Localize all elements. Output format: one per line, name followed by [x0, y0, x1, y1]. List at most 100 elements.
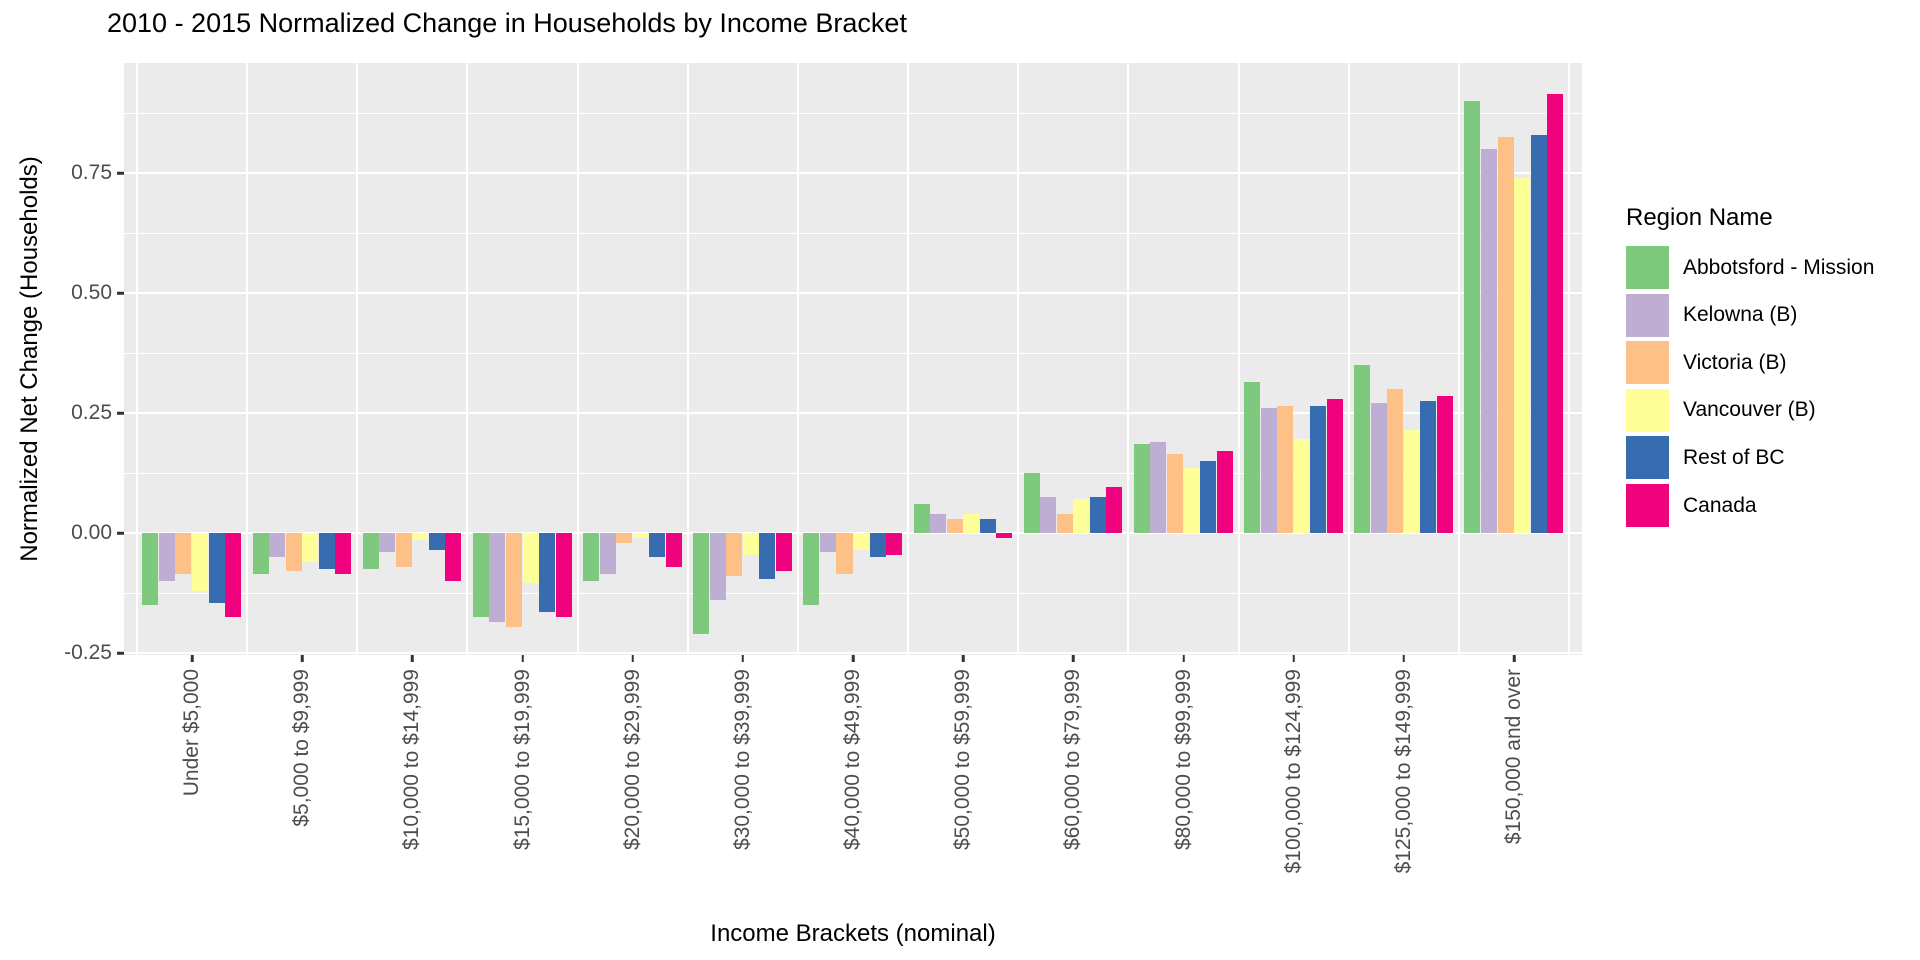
- legend-label: Canada: [1683, 493, 1757, 517]
- bar: [726, 533, 743, 577]
- major-gridline: [124, 532, 1582, 534]
- minor-gridline: [124, 352, 1582, 354]
- x-tick-label: $125,000 to $149,999: [1391, 669, 1415, 874]
- legend-swatch: [1626, 436, 1669, 480]
- x-tick-label: $10,000 to $14,999: [400, 669, 424, 851]
- bar: [1040, 497, 1057, 533]
- vertical-gridline: [1568, 63, 1571, 655]
- bar: [445, 533, 462, 581]
- bar: [599, 533, 616, 574]
- bar: [472, 533, 489, 617]
- x-tick-mark: [1292, 655, 1295, 662]
- vertical-gridline: [1347, 63, 1350, 655]
- x-tick-mark: [1402, 655, 1406, 662]
- bar: [853, 533, 870, 550]
- vertical-gridline: [907, 63, 910, 655]
- bar: [709, 533, 726, 601]
- bar: [1293, 439, 1310, 533]
- bar: [318, 533, 335, 569]
- x-tick-label: $30,000 to $39,999: [730, 669, 754, 851]
- y-tick-label: 0.50: [71, 281, 112, 304]
- bar: [693, 533, 710, 634]
- x-tick-mark: [1182, 655, 1185, 662]
- vertical-gridline: [686, 63, 689, 655]
- bar: [616, 533, 633, 543]
- vertical-gridline: [466, 63, 469, 655]
- y-tick-label: 0.25: [71, 401, 112, 424]
- bar: [225, 533, 242, 617]
- bar: [886, 533, 903, 555]
- x-tick-label: $5,000 to $9,999: [290, 669, 314, 827]
- bar: [1056, 513, 1073, 533]
- legend-title: Region Name: [1626, 204, 1773, 231]
- bar: [1200, 461, 1217, 533]
- bar: [302, 533, 319, 562]
- bar: [1073, 499, 1090, 533]
- bar: [963, 513, 980, 533]
- vertical-gridline: [1457, 63, 1460, 655]
- bar: [759, 533, 776, 579]
- x-tick-label: Under $5,000: [180, 669, 203, 797]
- bar: [335, 533, 352, 574]
- x-tick-mark: [741, 655, 745, 662]
- legend-label: Rest of BC: [1683, 445, 1785, 469]
- bar: [1403, 429, 1420, 533]
- bar: [1464, 101, 1481, 533]
- x-tick-label: $20,000 to $29,999: [620, 669, 644, 851]
- bar: [1514, 177, 1531, 533]
- bar: [1244, 381, 1261, 533]
- y-tick-mark: [117, 411, 124, 415]
- bar: [379, 533, 396, 553]
- y-tick-label: 0.00: [71, 521, 112, 544]
- legend-swatch: [1626, 246, 1669, 289]
- bar: [489, 533, 506, 622]
- x-tick-mark: [190, 655, 194, 662]
- x-axis-title: Income Brackets (nominal): [710, 920, 996, 947]
- bar: [1310, 405, 1327, 533]
- legend-label: Vancouver (B): [1683, 398, 1816, 422]
- x-tick-mark: [300, 655, 304, 662]
- x-tick-mark: [411, 655, 414, 662]
- bar: [1183, 468, 1200, 533]
- x-tick-label: $100,000 to $124,999: [1281, 669, 1305, 874]
- major-gridline: [124, 172, 1582, 174]
- bar: [665, 533, 682, 567]
- x-tick-mark: [521, 655, 524, 662]
- bar: [946, 518, 963, 533]
- x-tick-label: $150,000 and over: [1502, 669, 1526, 845]
- bar: [869, 533, 886, 557]
- bar: [1167, 453, 1184, 533]
- bar: [836, 533, 853, 574]
- vertical-gridline: [356, 63, 359, 655]
- legend-label: Victoria (B): [1683, 350, 1787, 374]
- vertical-gridline: [796, 63, 799, 655]
- bar: [555, 533, 572, 617]
- y-tick-label: -0.25: [64, 641, 112, 664]
- legend-entry: Canada: [1626, 484, 1886, 527]
- bar: [1497, 137, 1514, 533]
- bar: [1420, 401, 1437, 533]
- legend: Region Name Abbotsford - Mission Kelowna …: [1626, 204, 1874, 532]
- vertical-gridline: [135, 63, 138, 655]
- x-tick-mark: [1072, 655, 1075, 662]
- legend-swatch: [1626, 388, 1669, 432]
- plot-panel: [124, 63, 1582, 655]
- bar: [428, 533, 445, 550]
- bar: [522, 533, 539, 584]
- legend-swatch: [1626, 341, 1669, 385]
- legend-entry: Vancouver (B): [1626, 388, 1886, 432]
- bar: [775, 533, 792, 572]
- bar: [395, 533, 412, 567]
- legend-entries: Abbotsford - Mission Kelowna (B) Victoria …: [1626, 246, 1874, 532]
- vertical-gridline: [1237, 63, 1240, 655]
- bar: [1436, 396, 1453, 533]
- major-gridline: [124, 412, 1582, 414]
- x-tick-mark: [961, 655, 965, 662]
- bar: [142, 533, 159, 605]
- bar: [979, 518, 996, 533]
- minor-gridline: [124, 472, 1582, 474]
- x-tick-label: $60,000 to $79,999: [1061, 669, 1085, 851]
- minor-gridline: [124, 592, 1582, 594]
- y-axis-title: Normalized Net Change (Households): [16, 156, 43, 562]
